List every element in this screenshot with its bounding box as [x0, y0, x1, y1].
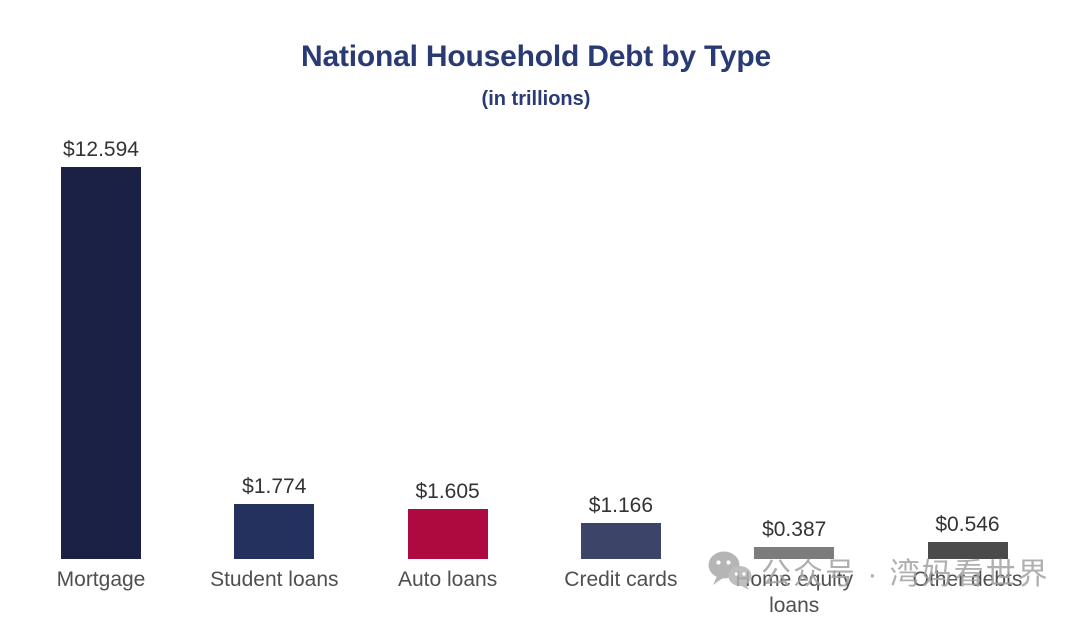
bar-home-equity-loans	[754, 547, 835, 559]
category-label-credit-cards: Credit cards	[564, 568, 678, 591]
value-label-credit-cards: $1.166	[588, 494, 654, 517]
value-label-other-debts: $0.546	[935, 513, 1000, 536]
category-label-other-debts: Other debts	[912, 568, 1023, 591]
value-label-home-equity-loans: $0.387	[762, 518, 827, 541]
value-label-student-loans: $1.774	[242, 475, 307, 498]
category-label-home-equity-loans: Home equity loans	[735, 568, 854, 617]
category-label-auto-loans: Auto loans	[397, 568, 498, 591]
chart-title: National Household Debt by Type	[301, 40, 771, 73]
category-label-mortgage: Mortgage	[56, 568, 146, 591]
bar-auto-loans	[407, 509, 488, 559]
bar-other-debts	[927, 542, 1008, 559]
bar-student-loans	[234, 504, 315, 559]
bar-credit-cards	[580, 523, 661, 559]
chart-subtitle: (in trillions)	[481, 88, 591, 110]
category-label-student-loans: Student loans	[210, 568, 339, 591]
bar-mortgage	[61, 167, 141, 559]
value-label-mortgage: $12.594	[63, 138, 139, 161]
value-label-auto-loans: $1.605	[415, 480, 480, 503]
